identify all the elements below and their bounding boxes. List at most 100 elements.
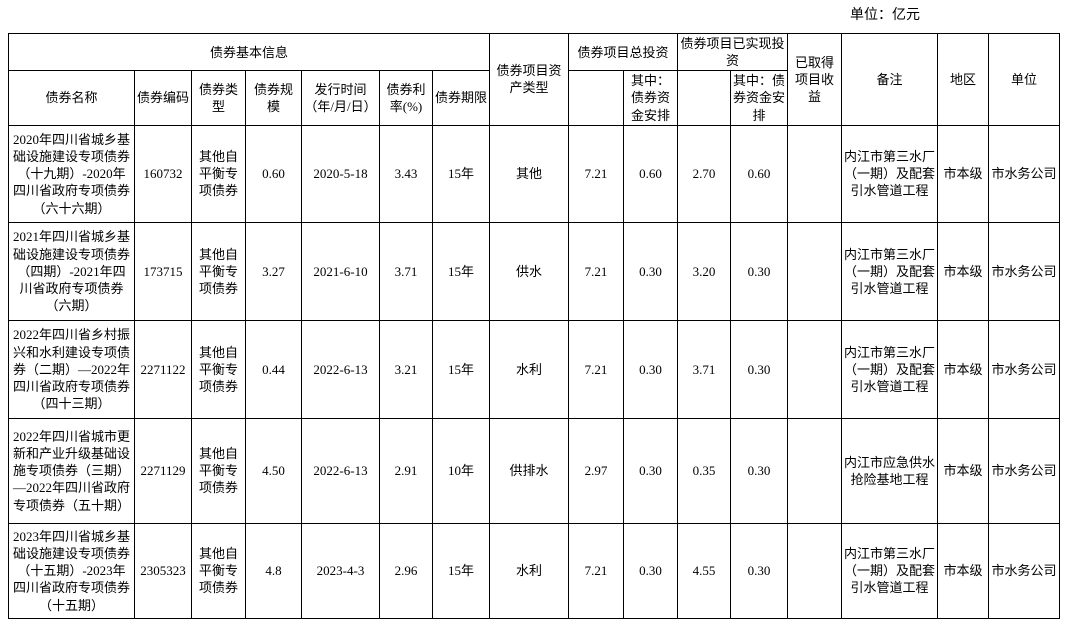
- cell-total-bond-fund: 0.30: [622, 522, 679, 619]
- cell-realized-investment: 0.35: [677, 417, 732, 524]
- cell-remarks: 内江市应急供水抢险基地工程: [841, 417, 939, 524]
- header-unit: 单位: [988, 33, 1061, 126]
- cell-interest-rate: 3.43: [379, 124, 433, 223]
- cell-obtained-income: [787, 221, 843, 321]
- cell-asset-type: 水利: [489, 522, 569, 619]
- cell-remarks: 内江市第三水厂（一期）及配套引水管道工程: [841, 221, 939, 321]
- header-obtained-income: 已取得项目收益: [787, 33, 843, 126]
- cell-bond-type: 其他自平衡专项债券: [191, 221, 246, 321]
- cell-asset-type: 供水: [489, 221, 569, 321]
- cell-realized-bond-fund: 0.30: [730, 417, 789, 524]
- cell-issue-date: 2021-6-10: [301, 221, 380, 321]
- table-row: 2021年四川省城乡基础设施建设专项债券（四期）-2021年四川省政府专项债券（…: [8, 221, 1061, 321]
- cell-bond-code: 160732: [134, 124, 192, 223]
- cell-asset-type: 供排水: [489, 417, 569, 524]
- cell-total-investment: 7.21: [568, 124, 624, 223]
- cell-unit: 市水务公司: [988, 221, 1061, 321]
- header-sub-row: 债券名称 债券编码 债券类型 债券规模 发行时间（年/月/日） 债券利率(%) …: [8, 70, 1060, 126]
- cell-total-investment: 2.97: [568, 417, 624, 524]
- cell-bond-type: 其他自平衡专项债券: [191, 319, 246, 419]
- cell-interest-rate: 3.71: [379, 221, 433, 321]
- table-row: 2022年四川省乡村振兴和水利建设专项债券（二期）—2022年四川省政府专项债券…: [8, 319, 1061, 419]
- cell-bond-type: 其他自平衡专项债券: [191, 417, 246, 524]
- cell-total-bond-fund: 0.30: [622, 319, 679, 419]
- cell-region: 市本级: [937, 221, 990, 321]
- cell-bond-term: 15年: [432, 221, 490, 321]
- cell-asset-type: 水利: [489, 319, 569, 419]
- cell-bond-name: 2021年四川省城乡基础设施建设专项债券（四期）-2021年四川省政府专项债券（…: [8, 221, 135, 321]
- cell-realized-bond-fund: 0.30: [730, 319, 789, 419]
- cell-region: 市本级: [937, 417, 990, 524]
- header-region: 地区: [937, 33, 990, 126]
- cell-issue-date: 2022-6-13: [301, 319, 380, 419]
- cell-bond-type: 其他自平衡专项债券: [191, 124, 246, 223]
- header-bond-term: 债券期限: [432, 70, 490, 126]
- header-asset-type: 债券项目资产类型: [489, 33, 569, 126]
- cell-total-bond-fund: 0.30: [622, 221, 679, 321]
- cell-asset-type: 其他: [489, 124, 569, 223]
- header-bond-name: 债券名称: [8, 70, 135, 126]
- header-total-investment-sub: 其中：债券资金安排: [622, 70, 679, 126]
- header-realized-investment-blank: [677, 70, 732, 126]
- header-bond-type: 债券类型: [191, 70, 246, 126]
- cell-region: 市本级: [937, 522, 990, 619]
- cell-bond-code: 2271122: [134, 319, 192, 419]
- cell-obtained-income: [787, 417, 843, 524]
- cell-realized-bond-fund: 0.30: [730, 221, 789, 321]
- cell-bond-scale: 0.60: [245, 124, 302, 223]
- cell-bond-scale: 3.27: [245, 221, 302, 321]
- cell-remarks: 内江市第三水厂（一期）及配套引水管道工程: [841, 124, 939, 223]
- cell-realized-bond-fund: 0.30: [730, 522, 789, 619]
- table-body: 2020年四川省城乡基础设施建设专项债券（十九期）-2020年四川省政府专项债券…: [8, 124, 1061, 619]
- cell-region: 市本级: [937, 124, 990, 223]
- cell-region: 市本级: [937, 319, 990, 419]
- cell-total-investment: 7.21: [568, 522, 624, 619]
- cell-issue-date: 2022-6-13: [301, 417, 380, 524]
- header-total-investment-group: 债券项目总投资: [567, 32, 679, 72]
- table-row: 2023年四川省城乡基础设施建设专项债券（十五期）-2023年四川省政府专项债券…: [8, 522, 1061, 619]
- cell-bond-term: 15年: [432, 124, 490, 223]
- cell-total-investment: 7.21: [568, 221, 624, 321]
- header-interest-rate: 债券利率(%): [379, 70, 433, 126]
- table-row: 2020年四川省城乡基础设施建设专项债券（十九期）-2020年四川省政府专项债券…: [8, 124, 1061, 223]
- cell-interest-rate: 2.91: [379, 417, 433, 524]
- header-bond-scale: 债券规模: [245, 70, 302, 126]
- header-total-investment-blank: [568, 70, 624, 126]
- cell-bond-scale: 4.50: [245, 417, 302, 524]
- header-group-row: 债券基本信息 债券项目资产类型 债券项目总投资 债券项目已实现投资 已取得项目收…: [8, 32, 1061, 126]
- cell-remarks: 内江市第三水厂（一期）及配套引水管道工程: [841, 522, 939, 619]
- table-header: 债券基本信息 债券项目资产类型 债券项目总投资 债券项目已实现投资 已取得项目收…: [8, 32, 1061, 126]
- header-realized-investment-sub: 其中：债券资金安排: [730, 70, 789, 126]
- cell-realized-bond-fund: 0.60: [730, 124, 789, 223]
- cell-realized-investment: 2.70: [677, 124, 732, 223]
- cell-issue-date: 2023-4-3: [301, 522, 380, 619]
- cell-bond-name: 2022年四川省城市更新和产业升级基础设施专项债券（三期）—2022年四川省政府…: [8, 417, 135, 524]
- header-issue-date: 发行时间（年/月/日）: [301, 70, 380, 126]
- cell-unit: 市水务公司: [988, 522, 1061, 619]
- cell-unit: 市水务公司: [988, 319, 1061, 419]
- cell-total-bond-fund: 0.30: [622, 417, 679, 524]
- cell-issue-date: 2020-5-18: [301, 124, 380, 223]
- header-remarks: 备注: [841, 33, 939, 126]
- cell-obtained-income: [787, 522, 843, 619]
- cell-obtained-income: [787, 319, 843, 419]
- cell-bond-name: 2022年四川省乡村振兴和水利建设专项债券（二期）—2022年四川省政府专项债券…: [8, 319, 135, 419]
- cell-interest-rate: 2.96: [379, 522, 433, 619]
- cell-realized-investment: 4.55: [677, 522, 732, 619]
- cell-bond-name: 2020年四川省城乡基础设施建设专项债券（十九期）-2020年四川省政府专项债券…: [8, 124, 135, 223]
- bond-info-table: 债券基本信息 债券项目资产类型 债券项目总投资 债券项目已实现投资 已取得项目收…: [8, 32, 1061, 619]
- cell-bond-term: 10年: [432, 417, 490, 524]
- cell-bond-scale: 0.44: [245, 319, 302, 419]
- cell-bond-term: 15年: [432, 319, 490, 419]
- cell-realized-investment: 3.20: [677, 221, 732, 321]
- header-basic-info-group: 债券基本信息: [8, 32, 490, 72]
- cell-remarks: 内江市第三水厂（一期）及配套引水管道工程: [841, 319, 939, 419]
- cell-bond-scale: 4.8: [245, 522, 302, 619]
- cell-obtained-income: [787, 124, 843, 223]
- cell-total-bond-fund: 0.60: [622, 124, 679, 223]
- cell-bond-type: 其他自平衡专项债券: [191, 522, 246, 619]
- cell-total-investment: 7.21: [568, 319, 624, 419]
- header-bond-code: 债券编码: [134, 70, 192, 126]
- cell-bond-code: 2305323: [134, 522, 192, 619]
- cell-bond-name: 2023年四川省城乡基础设施建设专项债券（十五期）-2023年四川省政府专项债券…: [8, 522, 135, 619]
